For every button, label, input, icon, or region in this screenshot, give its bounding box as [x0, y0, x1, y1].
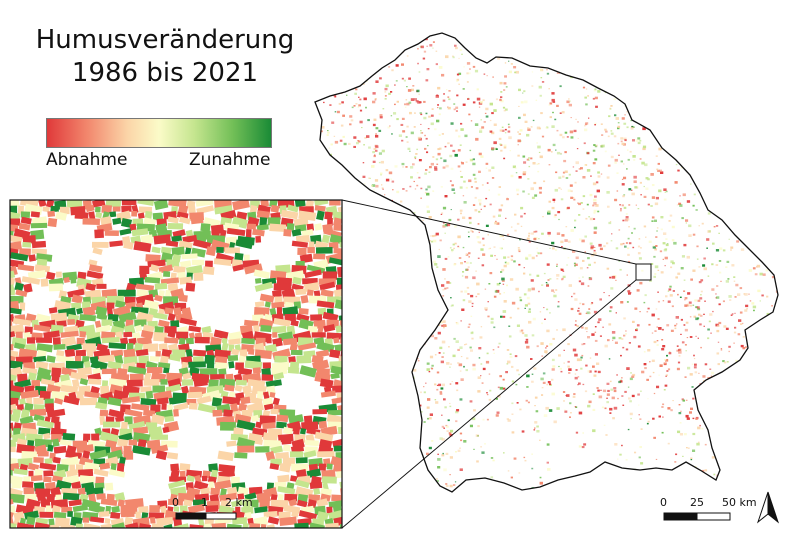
legend-label-decrease: Abnahme [46, 150, 128, 170]
bavaria-raster [315, 33, 778, 492]
inset-scale-tick-1: 1 [201, 496, 208, 509]
bavaria-map [314, 32, 779, 493]
connector-line-top [341, 199, 637, 265]
connector-line-bottom [341, 279, 637, 529]
main-scale-tick-50: 50 km [722, 496, 757, 509]
main-scale-bar [663, 512, 731, 521]
legend-color-ramp [46, 118, 272, 148]
inset-scale-tick-2: 2 km [225, 496, 253, 509]
north-arrow-icon [756, 491, 780, 524]
legend-label-increase: Zunahme [189, 150, 271, 170]
inset-map [9, 199, 343, 529]
inset-scale-bar [175, 512, 237, 520]
main-scale-tick-25: 25 [690, 496, 704, 509]
map-title-line-2: 1986 bis 2021 [71, 58, 259, 88]
bavaria-outline [314, 32, 779, 493]
inset-frame [9, 199, 343, 529]
map-title-line-1: Humusveränderung [35, 25, 295, 55]
inset-field-raster [10, 200, 342, 528]
zoom-locator-box [635, 263, 652, 281]
main-scale-tick-0: 0 [660, 496, 667, 509]
inset-scale-tick-0: 0 [172, 496, 179, 509]
map-title: Humusveränderung 1986 bis 2021 [20, 24, 310, 90]
